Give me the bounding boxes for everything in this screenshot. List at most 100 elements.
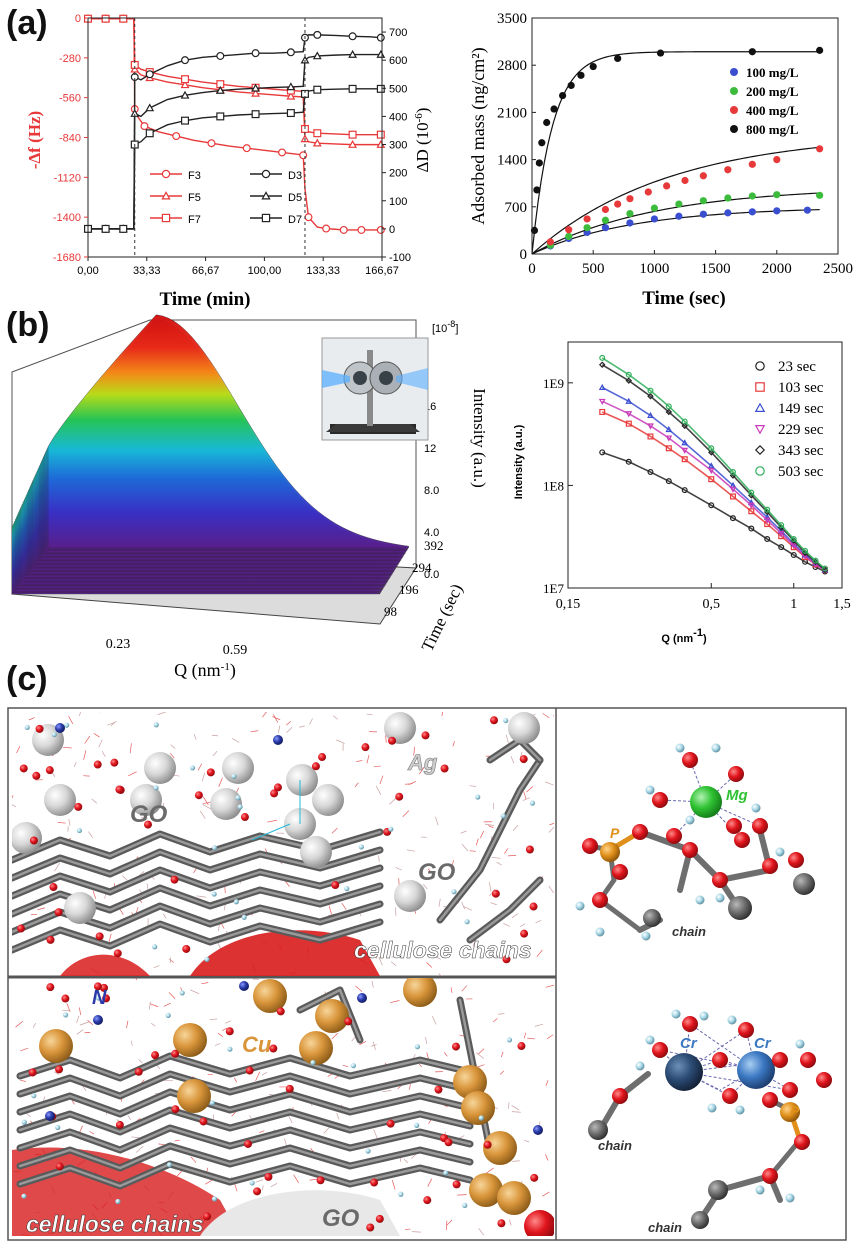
- oxygen-atom: [451, 1042, 460, 1051]
- legend-marker-F7: [161, 213, 171, 223]
- copper-atom: [483, 1131, 517, 1165]
- oxygen-atom: [728, 766, 744, 782]
- oxygen-atom: [525, 845, 534, 854]
- hydrogen-atom: [671, 1009, 681, 1019]
- data-point-F5: [348, 139, 358, 148]
- data-point-343 sec: [647, 392, 654, 400]
- hydrogen-atom: [211, 845, 218, 851]
- water-molecule: [273, 714, 279, 723]
- water-molecule: [129, 743, 132, 754]
- water-molecule: [62, 1009, 71, 1012]
- label-go-1: GO: [130, 801, 168, 828]
- hydrogen-atom: [179, 990, 185, 996]
- intensity-tick-label: 4.0: [424, 527, 439, 539]
- copper-atom: [315, 999, 349, 1033]
- data-point-400 mg/L: [644, 188, 652, 196]
- oxygen-atom: [388, 736, 397, 745]
- silver-atom: [394, 880, 426, 912]
- carbon-stick-highlight: [18, 1054, 472, 1080]
- water-molecule: [270, 1182, 278, 1188]
- label-chain-bottom-2: chain: [648, 1220, 682, 1235]
- data-point-200 mg/L: [565, 232, 573, 241]
- data-point-229 sec: [625, 411, 633, 418]
- carbon-stick-highlight: [12, 884, 382, 916]
- legend-marker-100 mg/L: [730, 68, 738, 76]
- water-molecule: [469, 785, 477, 787]
- water-molecule: [505, 734, 509, 744]
- data-point-200 mg/L: [699, 197, 707, 205]
- coordination-bond: [705, 801, 743, 841]
- hydrogen-atom: [707, 1103, 717, 1113]
- data-point-D7: [251, 110, 260, 119]
- water-molecule: [20, 1079, 26, 1082]
- copper-atom: [253, 979, 287, 1013]
- oxygen-atom: [55, 1162, 64, 1171]
- carbon-atom: [793, 873, 815, 895]
- carbon-atom: [708, 1180, 728, 1200]
- y-left-tick-label: -840: [59, 133, 81, 145]
- fit-curve-800 mg/L: [531, 51, 820, 255]
- oxygen-atom: [115, 1120, 124, 1129]
- legend-label-F3: F3: [188, 170, 201, 182]
- fit-curve-100 mg/L: [531, 209, 820, 255]
- water-molecule: [460, 830, 467, 834]
- fit-curve-200 mg/L: [531, 192, 820, 255]
- data-point-D7: [216, 112, 225, 121]
- legend-label-343 sec: 343 sec: [778, 443, 824, 459]
- coordination-bond: [683, 1071, 731, 1097]
- data-point-F3: [376, 225, 385, 234]
- water-molecule: [378, 957, 383, 966]
- data-point-F5: [286, 91, 296, 100]
- data-point-800 mg/L: [614, 54, 622, 63]
- oxygen-atom: [331, 881, 340, 890]
- data-point-23 sec: [790, 551, 797, 558]
- legend-label-400 mg/L: 400 mg/L: [746, 103, 799, 118]
- data-point-D3: [376, 33, 385, 42]
- x-tick-label: 66,67: [192, 265, 220, 277]
- cu-go-snapshot: [12, 978, 554, 1236]
- y-axis-label-right: ΔD (10-6): [413, 108, 432, 173]
- water-molecule: [366, 754, 370, 764]
- y-axis-label-left: -Δf (Hz): [25, 111, 44, 169]
- legend-label-800 mg/L: 800 mg/L: [746, 122, 799, 137]
- data-point-149 sec: [681, 439, 689, 446]
- water-molecule: [214, 1043, 221, 1046]
- x-tick-label: 133,33: [306, 265, 340, 277]
- water-molecule: [328, 905, 332, 915]
- hydrogen-atom: [695, 895, 705, 905]
- data-point-229 sec: [681, 447, 689, 454]
- water-molecule: [404, 1228, 411, 1231]
- water-molecule: [189, 989, 200, 995]
- water-molecule: [508, 1219, 512, 1226]
- carbon-atom: [588, 1120, 608, 1140]
- data-point-D3: [181, 56, 190, 65]
- oxygen-atom: [225, 1027, 234, 1036]
- oxygen-atom: [762, 1092, 778, 1108]
- data-point-800 mg/L: [543, 118, 551, 127]
- y-right-tick-label: -100: [389, 252, 411, 264]
- water-molecule: [534, 1023, 544, 1027]
- oxygen-atom: [35, 724, 44, 733]
- carbon-atom: [691, 1211, 709, 1229]
- oxygen-atom: [444, 1138, 453, 1147]
- silver-atom: [144, 752, 176, 784]
- y-left-tick-label: -1680: [53, 252, 81, 264]
- water-molecule: [233, 1077, 238, 1083]
- water-molecule: [231, 1111, 236, 1117]
- legend-label-200 mg/L: 200 mg/L: [746, 84, 799, 99]
- water-molecule: [93, 733, 100, 738]
- water-molecule: [379, 775, 384, 785]
- water-molecule: [16, 746, 21, 754]
- water-molecule: [122, 875, 128, 881]
- legend-label-100 mg/L: 100 mg/L: [746, 65, 799, 80]
- legend-marker-103 sec: [755, 382, 765, 392]
- water-molecule: [546, 1034, 554, 1039]
- water-molecule: [438, 898, 441, 907]
- hydrogen-atom: [358, 844, 364, 850]
- x-tick-label: 0,00: [77, 265, 98, 277]
- water-molecule: [98, 739, 103, 748]
- hydrogen-atom: [231, 773, 237, 779]
- legend-marker-400 mg/L: [730, 106, 738, 114]
- data-point-229 sec: [801, 553, 809, 560]
